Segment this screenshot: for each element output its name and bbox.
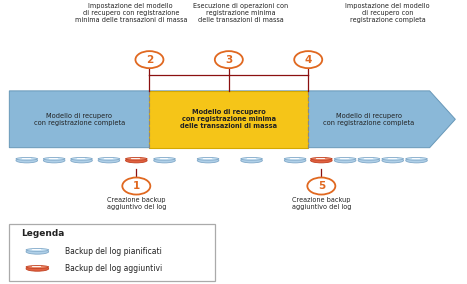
Ellipse shape [311,158,332,163]
Ellipse shape [382,158,403,163]
Ellipse shape [26,266,49,268]
Text: 2: 2 [146,55,153,65]
Ellipse shape [43,158,65,160]
Ellipse shape [334,158,356,163]
Ellipse shape [284,158,306,163]
Ellipse shape [16,158,37,163]
Text: Esecuzione di operazioni con
registrazione minima
delle transazioni di massa: Esecuzione di operazioni con registrazio… [193,3,288,23]
Ellipse shape [358,158,380,160]
Polygon shape [9,91,455,148]
Ellipse shape [71,158,92,163]
Text: Backup del log pianificati: Backup del log pianificati [65,247,162,256]
Circle shape [135,51,163,68]
Text: Modello di recupero
con registrazione completa: Modello di recupero con registrazione co… [34,113,125,126]
Text: 3: 3 [225,55,233,65]
Text: Legenda: Legenda [21,229,64,238]
Ellipse shape [26,266,49,271]
Ellipse shape [406,158,427,160]
Ellipse shape [98,158,120,160]
Ellipse shape [284,158,306,160]
Ellipse shape [154,158,175,163]
Circle shape [122,178,150,195]
Ellipse shape [98,158,120,163]
Ellipse shape [311,158,332,160]
Text: Impostazione del modello
di recupero con
registrazione completa: Impostazione del modello di recupero con… [345,3,430,23]
Circle shape [307,178,335,195]
Bar [149,91,308,148]
Ellipse shape [126,158,147,163]
Ellipse shape [334,158,356,160]
Text: Impostazione del modello
di recupero con registrazione
minima delle transazioni : Impostazione del modello di recupero con… [75,3,187,23]
Ellipse shape [241,158,262,160]
Ellipse shape [26,249,49,254]
Ellipse shape [358,158,380,163]
Ellipse shape [406,158,427,163]
Ellipse shape [382,158,403,160]
Text: Modello di recupero
con registrazione minima
delle transazioni di massa: Modello di recupero con registrazione mi… [180,109,277,129]
Text: 1: 1 [133,181,140,191]
Ellipse shape [197,158,219,163]
Circle shape [215,51,243,68]
Ellipse shape [197,158,219,160]
Text: 4: 4 [304,55,312,65]
Ellipse shape [43,158,65,163]
Ellipse shape [16,158,37,160]
Text: Creazione backup
aggiuntivo del log: Creazione backup aggiuntivo del log [106,197,166,210]
Text: Backup del log aggiuntivi: Backup del log aggiuntivi [65,264,163,273]
Text: 5: 5 [318,181,325,191]
Ellipse shape [71,158,92,160]
Ellipse shape [126,158,147,160]
Text: Modello di recupero
con registrazione completa: Modello di recupero con registrazione co… [323,113,415,126]
Ellipse shape [26,248,49,251]
FancyBboxPatch shape [9,224,215,281]
Ellipse shape [154,158,175,160]
Circle shape [294,51,322,68]
Text: Creazione backup
aggiuntivo del log: Creazione backup aggiuntivo del log [291,197,351,210]
Ellipse shape [241,158,262,163]
